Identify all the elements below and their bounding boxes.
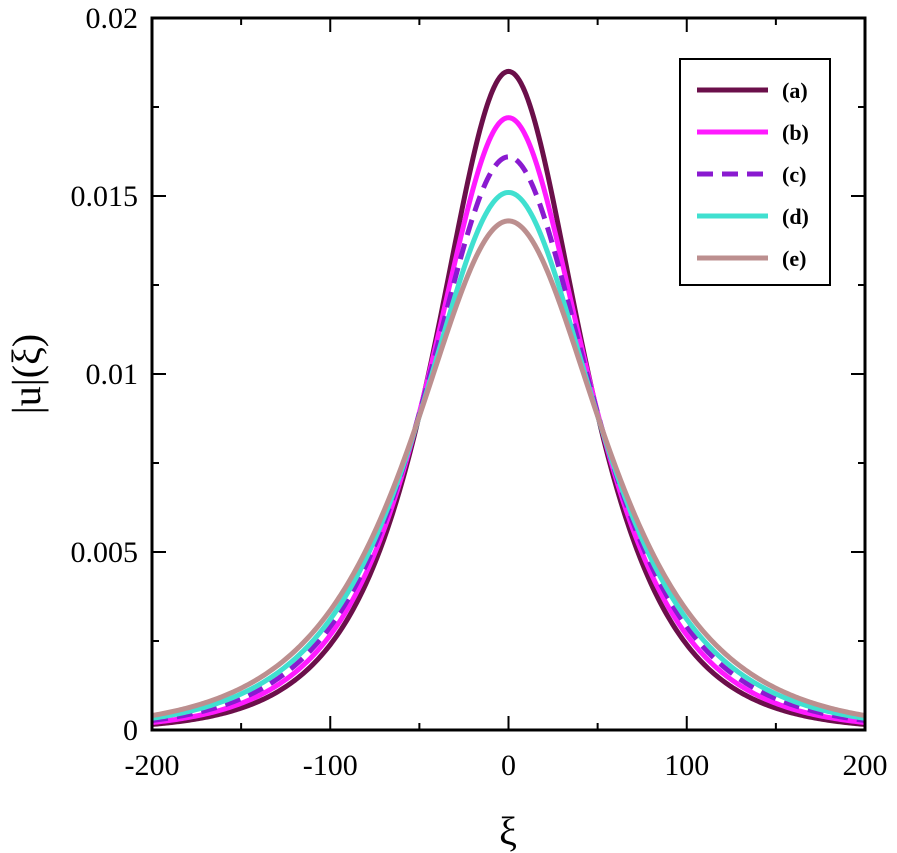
x-tick-label: 200	[843, 749, 888, 782]
x-tick-label: -100	[303, 749, 358, 782]
y-tick-label: 0	[123, 714, 138, 747]
x-tick-label: 0	[501, 749, 516, 782]
series-line-a	[151, 68, 866, 727]
legend-label-e: (e)	[782, 246, 806, 271]
y-axis-label: |u|(ξ)	[4, 334, 49, 415]
curves-group	[151, 68, 866, 727]
ticks-group	[151, 17, 866, 731]
y-tick-label: 0.01	[86, 358, 139, 391]
legend-label-c: (c)	[782, 162, 806, 187]
legend: (a) (b) (c) (d) (e)	[679, 58, 831, 286]
x-tick-label: -200	[125, 749, 180, 782]
legend-label-b: (b)	[782, 120, 809, 145]
series-line-e	[151, 218, 866, 719]
legend-label-a: (a)	[782, 78, 808, 103]
series-line-d	[151, 189, 866, 721]
series-line-c	[151, 154, 866, 724]
series-line-b	[151, 115, 866, 726]
y-tick-label: 0.02	[86, 2, 139, 35]
y-tick-label: 0.015	[71, 180, 139, 213]
legend-label-d: (d)	[782, 204, 809, 229]
y-tick-label: 0.005	[71, 536, 139, 569]
x-tick-label: 100	[664, 749, 709, 782]
x-axis-label: ξ	[499, 809, 517, 853]
tick-labels-group: -200 -100 0 100 200 0 0.005 0.01 0.015 0.02	[71, 2, 888, 782]
